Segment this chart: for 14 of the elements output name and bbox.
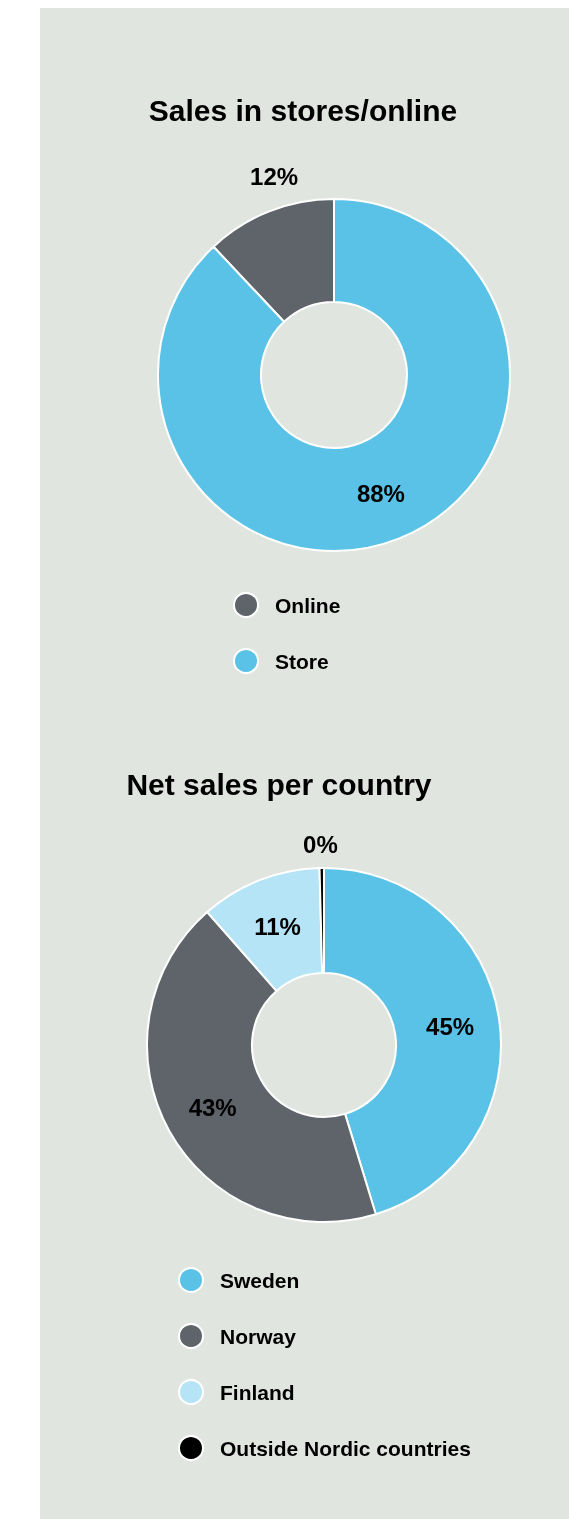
data-label: 11% [254, 912, 301, 940]
data-label: 45% [426, 1012, 475, 1040]
legend-label: Outside Nordic countries [220, 1436, 471, 1460]
legend-label: Store [275, 649, 329, 673]
data-label: 43% [188, 1093, 237, 1121]
data-label: 88% [356, 480, 405, 508]
data-label: 12% [250, 162, 299, 190]
legend-label: Finland [220, 1380, 295, 1404]
legend-label: Sweden [220, 1268, 300, 1292]
data-label: 0% [303, 831, 338, 859]
chart-title: Sales in stores/online [148, 93, 458, 127]
legend-label: Norway [220, 1324, 297, 1348]
legend-label: Online [275, 593, 341, 617]
chart-title: Net sales per country [126, 767, 432, 801]
